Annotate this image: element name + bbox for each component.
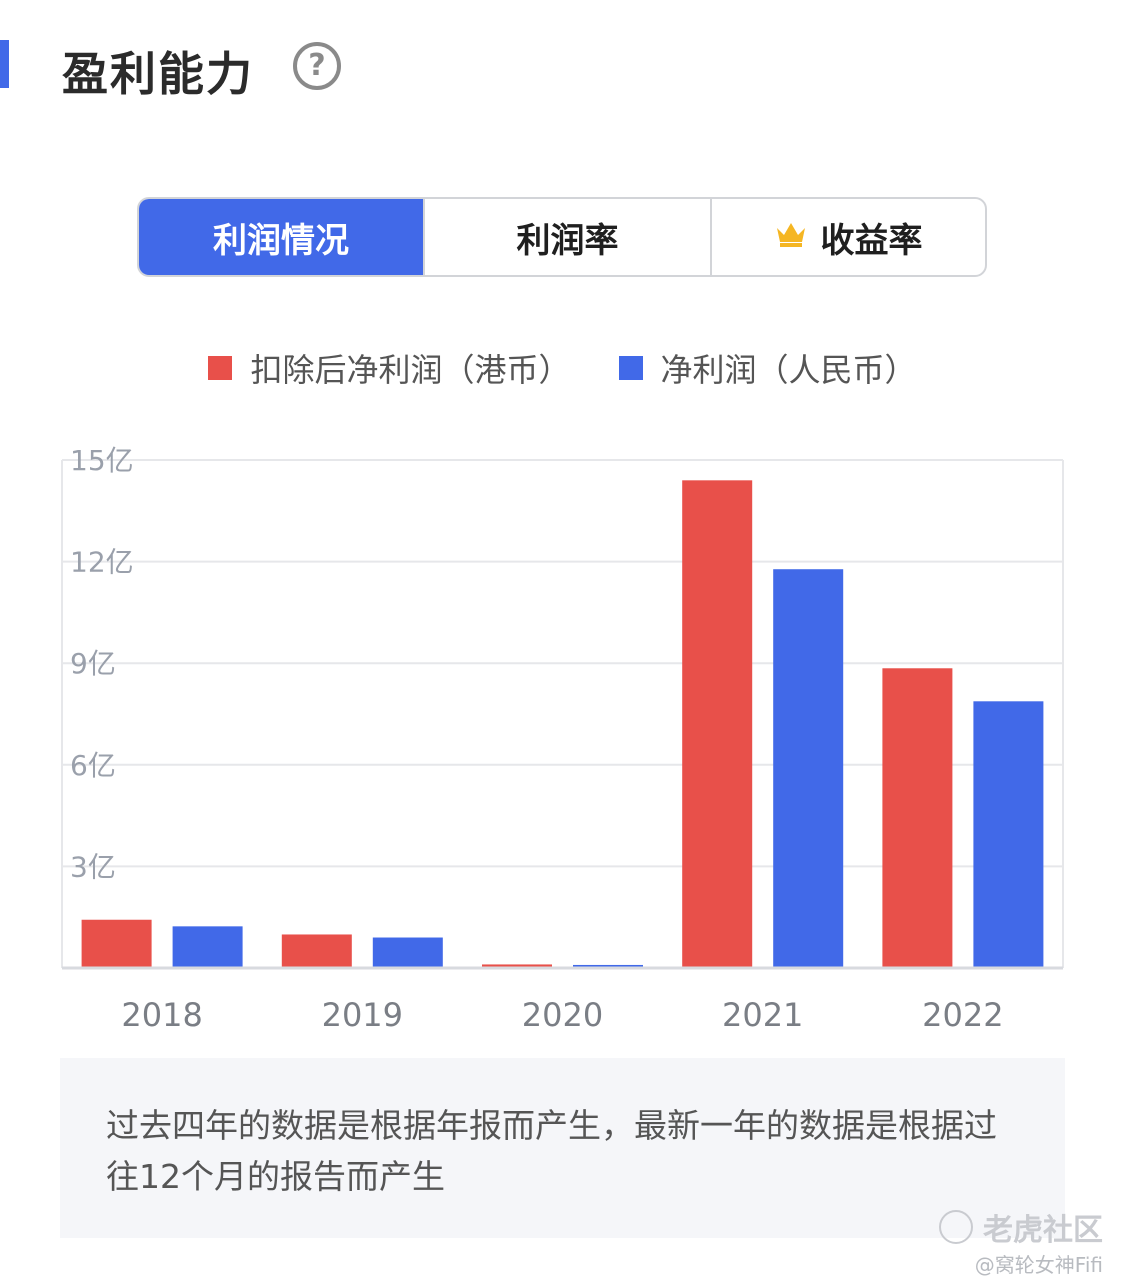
y-tick-label: 15亿	[70, 444, 134, 477]
x-tick-label: 2018	[121, 996, 202, 1034]
legend-item-rmb[interactable]: 净利润（人民币）	[618, 345, 917, 391]
x-tick-label: 2021	[722, 996, 803, 1034]
bar-rmb-2019	[372, 937, 443, 968]
tab-yield[interactable]: 收益率	[710, 199, 985, 275]
watermark-brand: 老虎社区	[983, 1213, 1103, 1248]
bar-hkd-2021	[682, 480, 753, 968]
y-tick-label: 3亿	[70, 850, 116, 883]
tab-bar: 利润情况 利润率 收益率	[137, 197, 987, 277]
y-tick-label: 12亿	[70, 546, 134, 579]
bar-rmb-2020	[573, 964, 643, 968]
profit-bar-chart: 3亿 6亿 9亿 12亿 15亿 2018 2019 2020 2021 2022	[61, 444, 1064, 1034]
tab-label: 利润情况	[213, 220, 349, 261]
watermark: 老虎社区	[939, 1205, 1103, 1249]
watermark-author: @窝轮女神Fifi	[974, 1253, 1103, 1277]
legend-swatch-red	[208, 356, 233, 380]
crown-icon	[775, 217, 807, 257]
data-source-note: 过去四年的数据是根据年报而产生，最新一年的数据是根据过往12个月的报告而产生	[60, 1058, 1065, 1238]
legend-label: 扣除后净利润（港币）	[250, 351, 571, 389]
help-icon[interactable]: ?	[293, 42, 341, 90]
x-tick-label: 2019	[322, 996, 403, 1034]
bar-hkd-2019	[281, 934, 352, 968]
chart-legend: 扣除后净利润（港币） 净利润（人民币）	[0, 345, 1125, 391]
bar-rmb-2022	[973, 701, 1044, 968]
bar-rmb-2021	[773, 569, 844, 968]
x-tick-label: 2020	[522, 996, 603, 1034]
section-title: 盈利能力	[62, 47, 254, 101]
bar-rmb-2018	[172, 926, 243, 968]
section-accent-bar	[0, 40, 9, 88]
tab-label: 利润率	[516, 220, 619, 261]
tab-profit-overview[interactable]: 利润情况	[139, 199, 423, 275]
tab-profit-margin[interactable]: 利润率	[423, 199, 710, 275]
x-tick-label: 2022	[922, 996, 1003, 1034]
tab-label: 收益率	[820, 220, 923, 261]
y-tick-label: 6亿	[70, 749, 116, 782]
legend-item-hkd[interactable]: 扣除后净利润（港币）	[208, 345, 571, 391]
legend-label: 净利润（人民币）	[660, 351, 917, 389]
bar-hkd-2020	[482, 964, 552, 968]
bar-hkd-2018	[81, 919, 152, 968]
note-text: 过去四年的数据是根据年报而产生，最新一年的数据是根据过往12个月的报告而产生	[106, 1106, 997, 1196]
bar-hkd-2022	[882, 668, 953, 968]
legend-swatch-blue	[618, 356, 643, 380]
y-tick-label: 9亿	[70, 647, 116, 680]
watermark-logo-icon	[939, 1210, 973, 1244]
